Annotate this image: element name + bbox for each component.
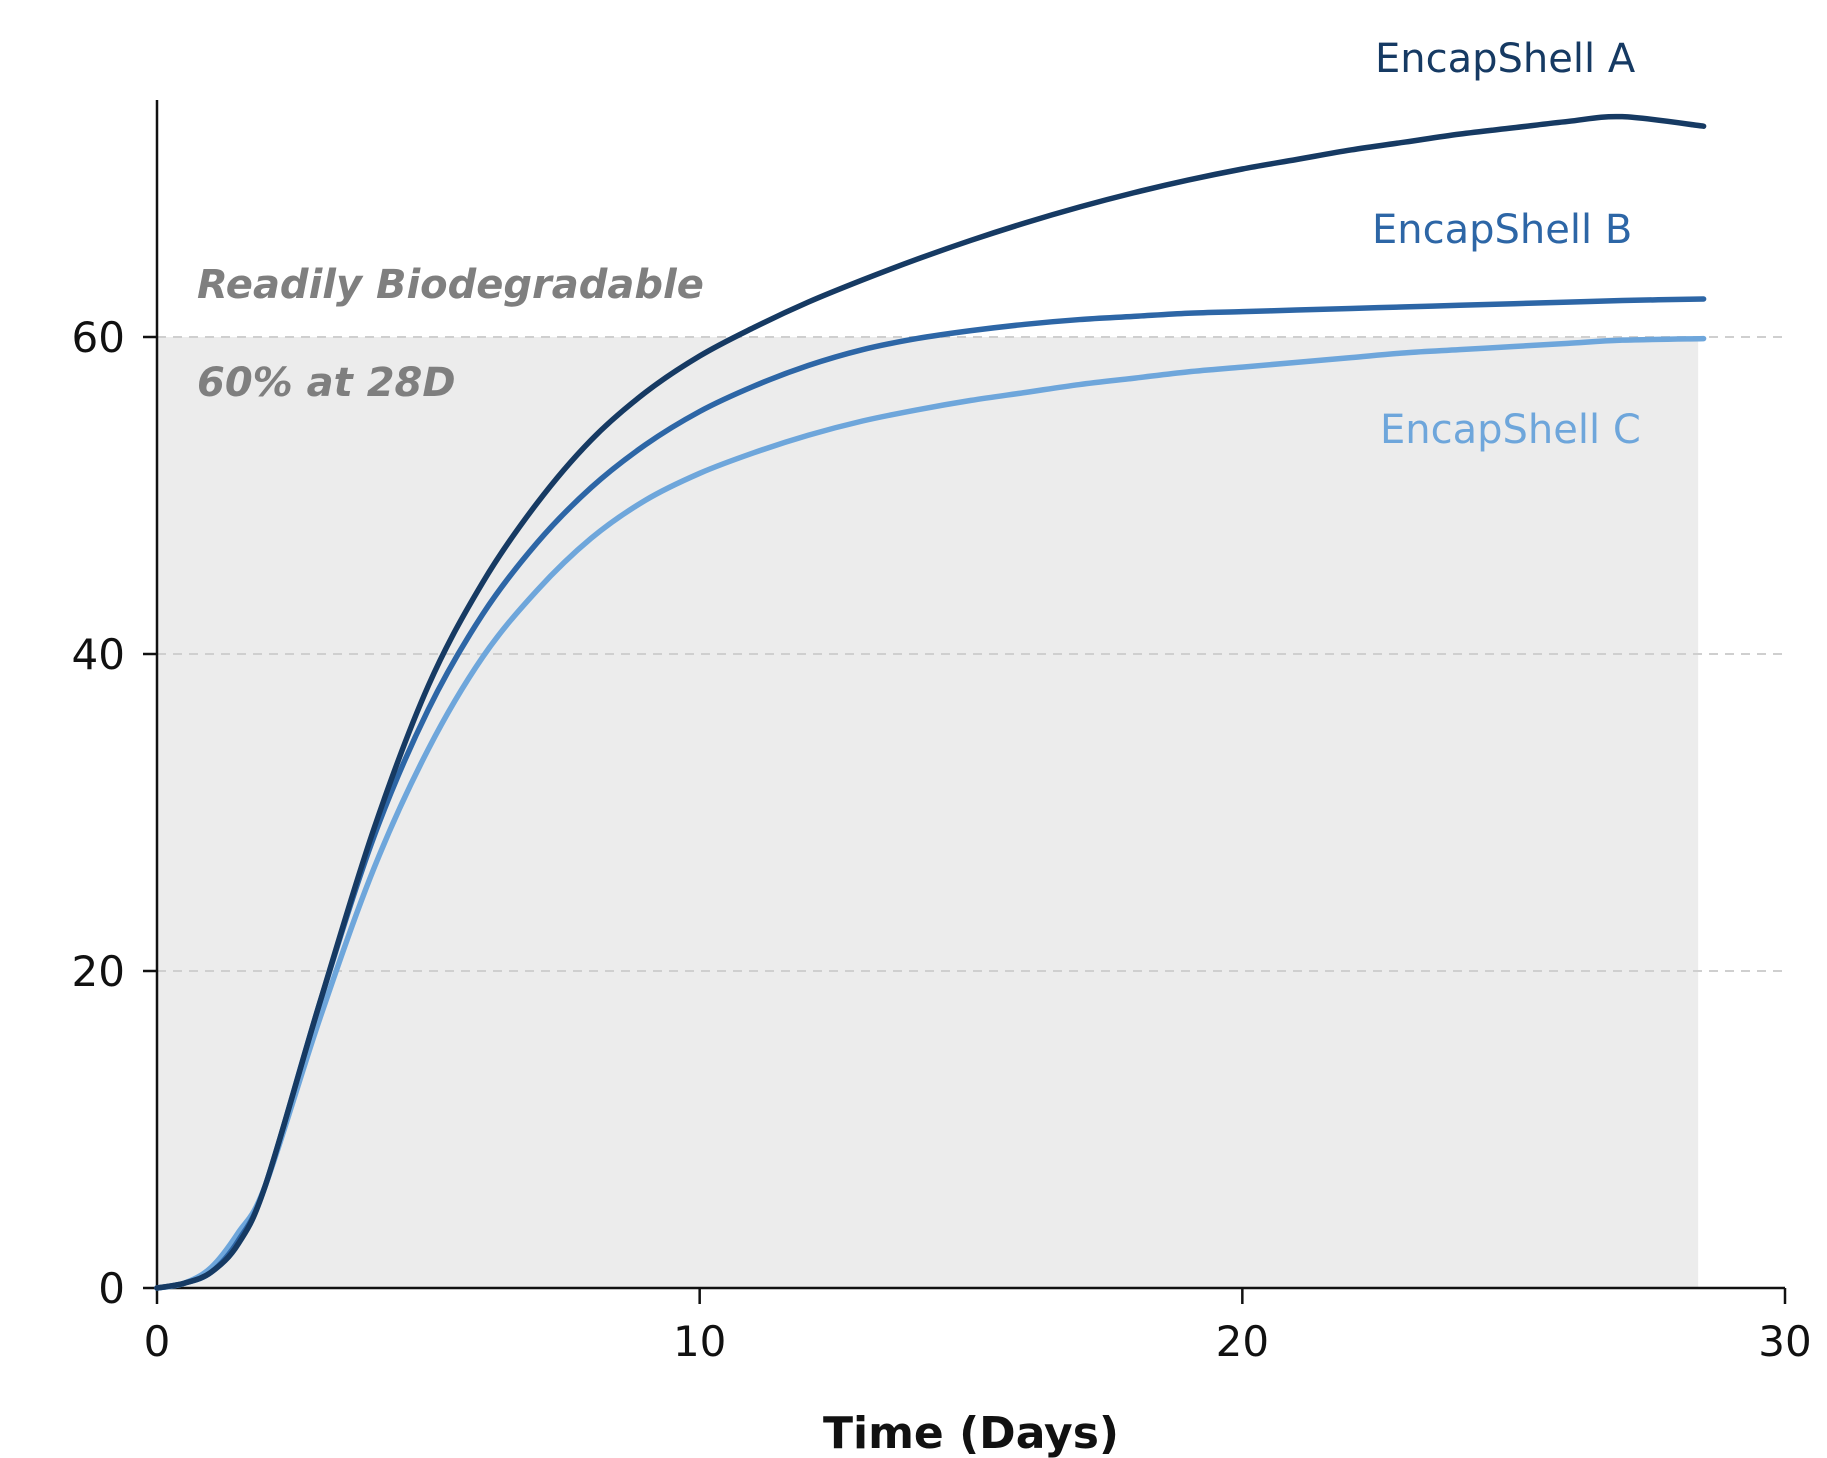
series-line-encapshell-c <box>154 335 1707 1291</box>
y-tick-label-20: 20 <box>72 947 125 996</box>
series-lines <box>154 113 1707 1291</box>
zone-label-title: Readily Biodegradable <box>197 262 704 308</box>
y-tick-label-60: 60 <box>72 313 125 362</box>
y-tick-label-40: 40 <box>72 630 125 679</box>
series-label-encapshell-b: EncapShell B <box>1372 207 1632 253</box>
axes <box>143 100 1787 1304</box>
x-tick-label-0: 0 <box>144 1317 171 1366</box>
series-label-encapshell-c: EncapShell C <box>1380 407 1641 453</box>
series-labels: EncapShell A EncapShell B EncapShell C <box>1372 36 1641 453</box>
series-label-encapshell-a: EncapShell A <box>1375 36 1636 82</box>
x-tick-label-30: 30 <box>1758 1317 1811 1366</box>
zone-label-threshold: 60% at 28D <box>197 360 456 406</box>
x-axis-label: Time (Days) <box>823 1408 1119 1458</box>
tick-labels: 0 20 40 60 0 10 20 30 <box>72 313 1812 1366</box>
y-tick-label-0: 0 <box>98 1264 125 1313</box>
x-tick-label-20: 20 <box>1216 1317 1269 1366</box>
readily-biodegradable-region <box>157 337 1699 1288</box>
x-tick-label-10: 10 <box>673 1317 726 1366</box>
series-line-encapshell-a <box>154 113 1707 1291</box>
